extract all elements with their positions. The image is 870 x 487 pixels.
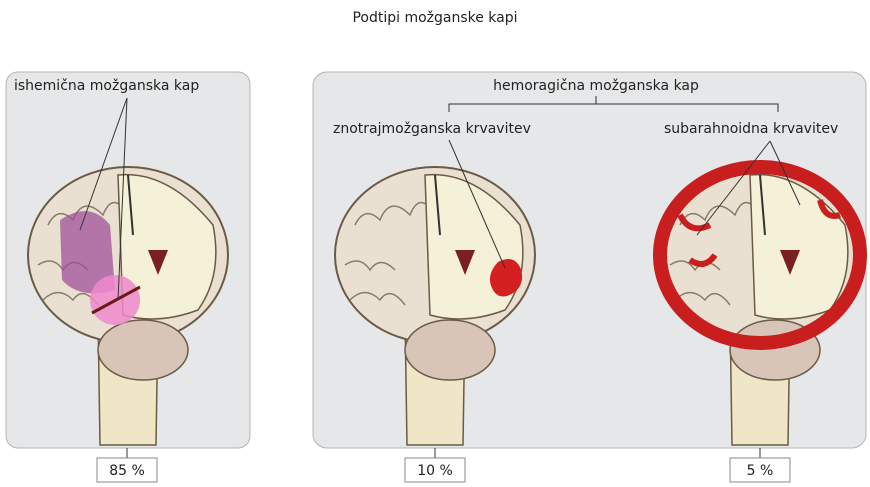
ischemic-label: ishemična možganska kap <box>14 78 199 94</box>
intracerebral-label: znotrajmožganska krvavitev <box>333 121 531 137</box>
subarachnoid-percent: 5 % <box>747 463 774 479</box>
subarachnoid-label: subarahnoidna krvavitev <box>664 121 838 137</box>
hemorrhagic-label: hemoragična možganska kap <box>493 78 699 94</box>
title: Podtipi možganske kapi <box>352 10 517 26</box>
ischemic-percent: 85 % <box>109 463 145 479</box>
stroke-subtypes-diagram: Podtipi možganske kapi ishemična možgans… <box>0 0 870 487</box>
intracerebral-percent: 10 % <box>417 463 453 479</box>
